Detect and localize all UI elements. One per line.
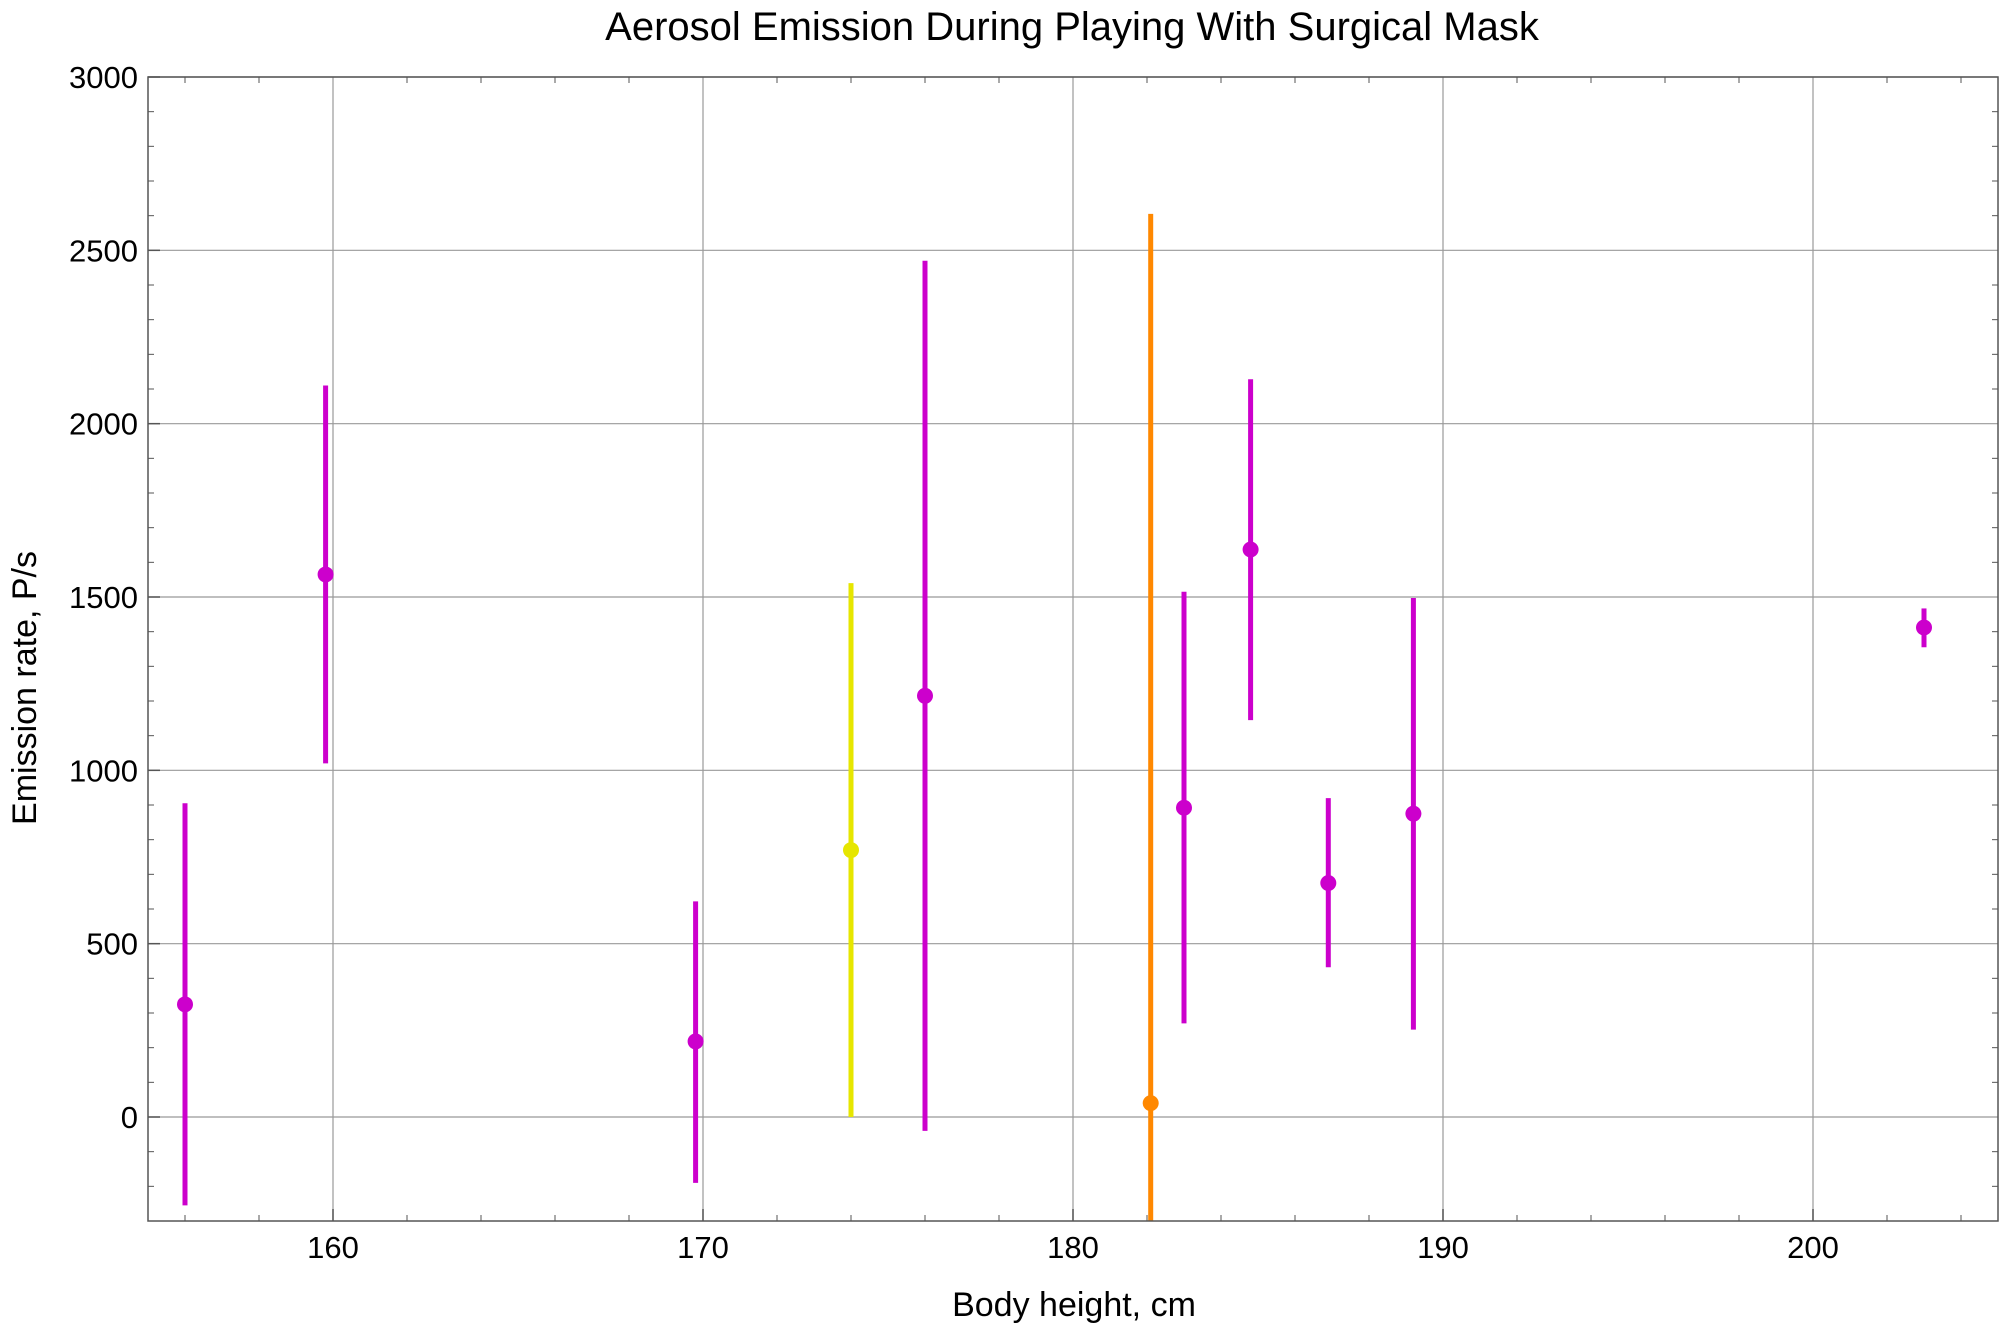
y-tick-label: 2000 [69, 407, 138, 442]
chart-title: Aerosol Emission During Playing With Sur… [605, 5, 1540, 49]
data-point [1405, 805, 1422, 822]
y-tick-label: 1000 [69, 753, 138, 788]
data-point [843, 842, 859, 859]
y-tick-label: 2500 [69, 233, 138, 268]
grid-layer [148, 76, 1998, 1221]
y-tick-label: 500 [86, 927, 138, 962]
y-tick-label: 1500 [69, 580, 138, 615]
y-tick-label: 0 [121, 1100, 138, 1135]
plot-frame [147, 76, 1999, 1222]
data-point [917, 687, 933, 704]
y-tick-label: 3000 [69, 60, 138, 95]
data-point [317, 566, 334, 583]
x-tick-label: 170 [677, 1230, 729, 1265]
data-point [1320, 875, 1337, 891]
data-point [1242, 541, 1259, 558]
data-point [1176, 799, 1192, 816]
data-point [1916, 619, 1932, 636]
x-axis-label: Body height, cm [952, 1286, 1196, 1324]
data-layer [177, 213, 1932, 1221]
data-point [687, 1033, 704, 1050]
x-tick-label: 180 [1047, 1230, 1099, 1265]
x-tick-label: 190 [1417, 1230, 1469, 1265]
x-tick-label: 160 [307, 1230, 359, 1265]
x-tick-label: 200 [1787, 1230, 1839, 1265]
y-axis-label: Emission rate, P/s [6, 551, 44, 825]
data-point [1142, 1095, 1159, 1112]
data-point [177, 996, 193, 1013]
